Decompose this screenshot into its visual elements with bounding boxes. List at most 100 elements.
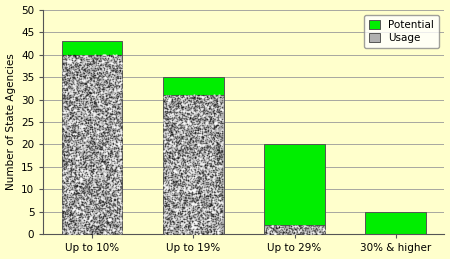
Point <box>108 114 116 119</box>
Point <box>213 123 220 127</box>
Point <box>106 190 113 194</box>
Point <box>168 120 176 124</box>
Point <box>285 230 292 234</box>
Point <box>66 197 73 201</box>
Point <box>86 113 93 117</box>
Point <box>86 209 94 213</box>
Point <box>63 76 71 81</box>
Point <box>91 136 98 140</box>
Point <box>79 186 86 190</box>
Point <box>194 95 201 99</box>
Point <box>87 107 94 111</box>
Point <box>88 174 95 178</box>
Point <box>171 226 179 231</box>
Point <box>188 110 195 114</box>
Point <box>85 174 92 178</box>
Point <box>202 200 209 205</box>
Point <box>213 189 220 193</box>
Point <box>113 168 121 172</box>
Point <box>173 164 180 169</box>
Point <box>210 163 217 168</box>
Point <box>174 159 181 163</box>
Point <box>112 202 119 206</box>
Point <box>111 53 118 57</box>
Point <box>98 98 105 102</box>
Point <box>201 206 208 210</box>
Point <box>72 192 79 196</box>
Point <box>202 126 209 131</box>
Point <box>83 203 90 207</box>
Point <box>85 119 92 124</box>
Point <box>85 179 92 184</box>
Point <box>183 120 190 124</box>
Point <box>91 105 99 110</box>
Point <box>93 122 100 126</box>
Point <box>168 193 176 197</box>
Point <box>116 141 123 145</box>
Point <box>198 165 205 169</box>
Point <box>77 97 85 101</box>
Point <box>203 140 210 144</box>
Point <box>80 113 87 117</box>
Point <box>102 117 109 121</box>
Point <box>218 121 225 125</box>
Point <box>70 53 77 57</box>
Point <box>73 156 80 161</box>
Point <box>194 219 202 223</box>
Point <box>116 165 123 169</box>
Point <box>166 131 174 135</box>
Point <box>99 201 106 205</box>
Point <box>111 189 118 193</box>
Point <box>92 214 99 219</box>
Point <box>165 163 172 167</box>
Point <box>100 188 108 192</box>
Point <box>112 118 119 122</box>
Point <box>202 173 210 177</box>
Point <box>71 230 78 234</box>
Point <box>185 214 192 218</box>
Point <box>87 173 94 177</box>
Point <box>204 231 211 235</box>
Point <box>59 126 66 131</box>
Point <box>100 91 108 96</box>
Point <box>301 225 308 229</box>
Point <box>95 187 103 191</box>
Point <box>182 215 189 219</box>
Point <box>211 228 218 233</box>
Point <box>184 94 192 98</box>
Point <box>97 140 104 145</box>
Point <box>106 172 113 177</box>
Point <box>95 131 102 135</box>
Point <box>59 141 67 145</box>
Point <box>102 222 109 226</box>
Point <box>117 190 124 194</box>
Point <box>78 143 86 148</box>
Point <box>216 193 223 197</box>
Point <box>114 176 121 181</box>
Point <box>187 216 194 220</box>
Point <box>175 227 182 231</box>
Point <box>216 200 223 205</box>
Point <box>165 120 172 124</box>
Point <box>211 136 218 140</box>
Point <box>216 121 223 126</box>
Point <box>215 182 222 186</box>
Point <box>172 211 180 215</box>
Point <box>79 189 86 193</box>
Point <box>112 69 119 73</box>
Point <box>66 224 73 228</box>
Point <box>180 131 187 135</box>
Point <box>61 159 68 163</box>
Point <box>219 222 226 226</box>
Point <box>201 217 208 221</box>
Point <box>172 151 180 155</box>
Point <box>108 63 115 67</box>
Point <box>276 225 283 229</box>
Point <box>189 133 196 138</box>
Point <box>177 219 184 223</box>
Point <box>172 179 179 183</box>
Point <box>92 128 99 133</box>
Point <box>165 197 172 201</box>
Point <box>177 136 184 140</box>
Point <box>177 163 184 167</box>
